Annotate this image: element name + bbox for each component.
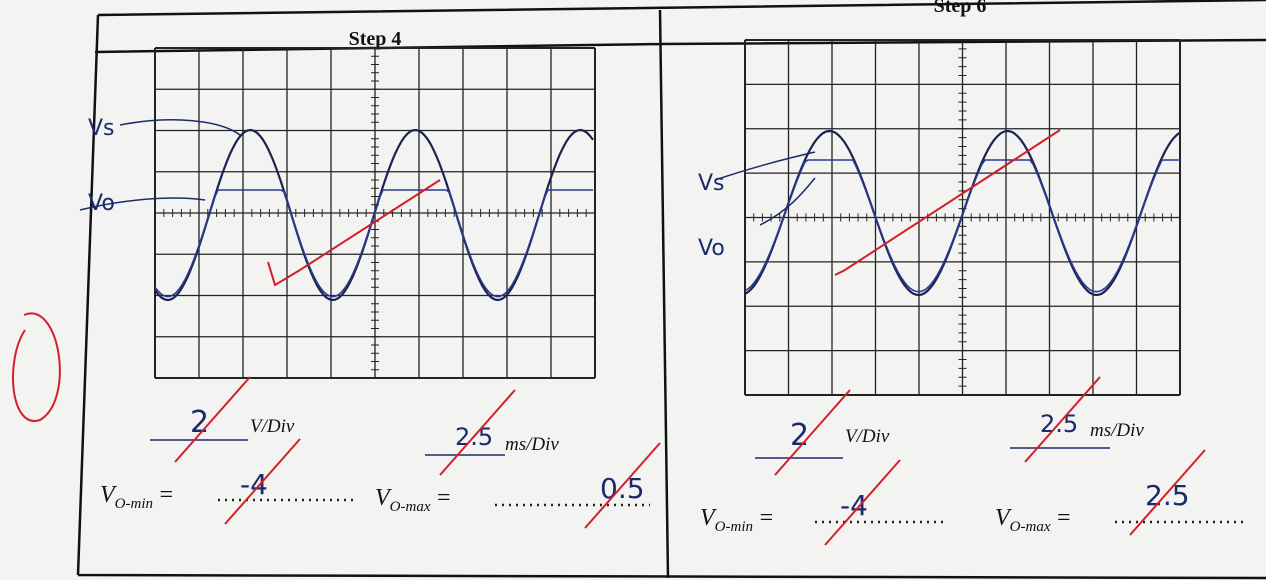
vo_max-label: VO-max=	[995, 505, 1072, 535]
vo-trace	[155, 190, 593, 297]
check-mark	[440, 390, 515, 475]
vo_max-value: 0.5	[600, 472, 645, 505]
equals: =	[158, 482, 174, 508]
vo_min-label: VO-min=	[100, 482, 174, 512]
trace-label: Vs	[698, 171, 725, 196]
time-unit: ms/Div	[505, 434, 559, 455]
grade-mark	[13, 313, 60, 420]
subscript: O-max	[390, 499, 431, 515]
check-mark	[268, 180, 440, 285]
volts-unit: V/Div	[845, 426, 890, 447]
equals: =	[1056, 505, 1072, 531]
check-mark	[585, 443, 660, 528]
volts-unit: V/Div	[250, 416, 295, 437]
trace-pointer	[120, 120, 240, 135]
equals: =	[436, 485, 452, 511]
equals: =	[758, 505, 774, 531]
time-unit: ms/Div	[1090, 420, 1144, 441]
trace-label: Vs	[88, 116, 115, 141]
worksheet: Step 4VsVo2V/Div2.5ms/DivVO-min=-4VO-max…	[0, 0, 1266, 580]
vo_max-label: VO-max=	[375, 485, 452, 515]
vo_max-value: 2.5	[1145, 479, 1190, 512]
vo_min-label: VO-min=	[700, 505, 774, 535]
vo_min-value: -4	[840, 489, 868, 522]
step-title: Step 4	[349, 28, 402, 50]
subscript: O-max	[1010, 519, 1051, 535]
step-title: Step 6	[934, 0, 987, 17]
check-mark	[1025, 377, 1100, 462]
vo_min-value: -4	[240, 468, 268, 501]
check-mark	[825, 460, 900, 545]
subscript: O-min	[115, 496, 153, 512]
trace-label: Vo	[698, 236, 725, 261]
subscript: O-min	[715, 519, 753, 535]
check-mark	[175, 377, 250, 462]
trace-pointer	[715, 152, 815, 180]
check-mark	[225, 439, 300, 524]
check-mark	[775, 390, 850, 475]
